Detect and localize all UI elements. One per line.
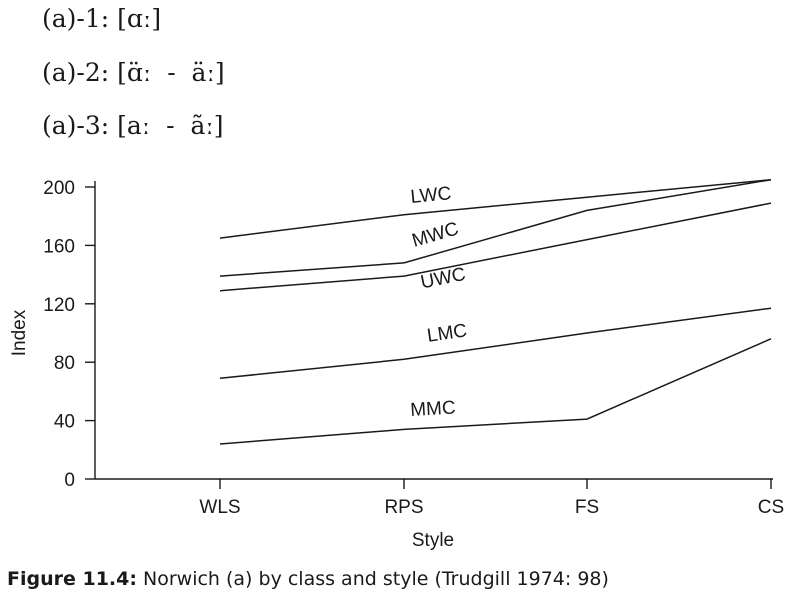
- y-axis-title: Index: [9, 309, 30, 356]
- series-line-lmc: [219, 307, 772, 380]
- y-tick-label: 120: [43, 295, 75, 316]
- y-tick-label: 40: [54, 412, 75, 433]
- figure-caption-text: Norwich (a) by class and style (Trudgill…: [136, 568, 609, 590]
- variant-line-2: (a)-2: [ɑ̈ː - äː]: [42, 58, 225, 87]
- series-line-uwc: [219, 202, 772, 292]
- series-line-lwc: [219, 178, 772, 239]
- line-chart: 0 40 80 120 160 200 WLS RPS FS CS Style Index LWC MWC…: [9, 178, 784, 551]
- series-label-mmc: MMC: [410, 397, 456, 421]
- variant-line-3: (a)-3: [aː - ãː]: [42, 111, 224, 140]
- figure-caption: Figure 11.4: Norwich (a) by class and st…: [7, 568, 609, 590]
- figure-label: Figure 11.4:: [7, 568, 137, 590]
- y-tick-label: 200: [43, 178, 75, 199]
- x-tick-label: WLS: [199, 497, 240, 518]
- x-tick-label: FS: [575, 497, 599, 518]
- y-tick-label: 160: [43, 236, 75, 257]
- variant-line-1: (a)-1: [ɑː]: [42, 4, 162, 33]
- series-label-lmc: LMC: [426, 320, 469, 347]
- series-label-lwc: LWC: [410, 183, 453, 208]
- series-line-mwc: [219, 178, 772, 277]
- y-tick-label: 80: [54, 353, 75, 374]
- x-axis-title: Style: [412, 530, 454, 551]
- series-line-mmc: [219, 338, 772, 445]
- x-tick-label: CS: [758, 497, 784, 518]
- series-label-uwc: UWC: [419, 264, 468, 293]
- series-label-mwc: MWC: [410, 219, 461, 252]
- y-tick-label: 0: [64, 470, 75, 491]
- x-tick-label: RPS: [384, 497, 423, 518]
